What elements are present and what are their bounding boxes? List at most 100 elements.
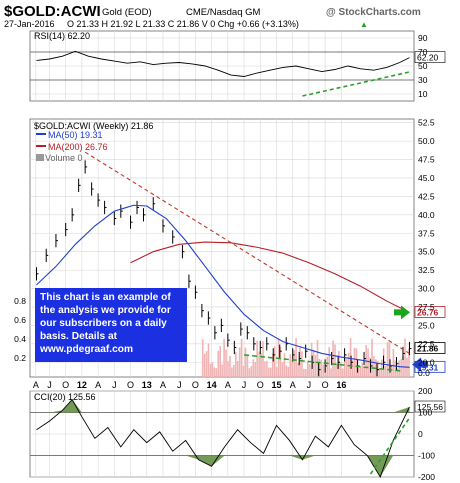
y-tick-label: 52.5 [418, 118, 435, 128]
y-tick-label: 37.5 [418, 228, 435, 238]
volume-bar [258, 351, 260, 377]
volume-bar [283, 353, 286, 377]
y-tick-label: -100 [418, 451, 435, 461]
x-tick-label: O [257, 380, 264, 390]
volume-bar [316, 339, 319, 377]
volume-bar [361, 362, 364, 377]
volume-bar [268, 367, 270, 377]
volume-bar [211, 362, 214, 377]
x-tick-label: A [95, 380, 101, 390]
y-tick-label: 45.0 [418, 173, 435, 183]
volume-bar [289, 354, 292, 377]
volume-tick-label: 0.4 [14, 334, 26, 344]
volume-legend-swatch [36, 154, 44, 161]
volume-bar [404, 338, 406, 377]
y-tick-label: 35.0 [418, 247, 435, 257]
cci-line [36, 398, 410, 479]
volume-bar [229, 355, 231, 377]
volume-bar [299, 347, 301, 377]
x-tick-label: J [47, 380, 52, 390]
x-tick-label: A [290, 380, 296, 390]
volume-bar [305, 368, 307, 377]
x-tick-label: 16 [336, 380, 346, 390]
x-tick-label: J [307, 380, 312, 390]
volume-bar [402, 355, 404, 377]
volume-bar [373, 356, 375, 377]
volume-bar [287, 366, 290, 377]
x-tick-label: O [62, 380, 69, 390]
y-tick-label: 40.0 [418, 210, 435, 220]
volume-bar [213, 367, 216, 377]
volume-bar [308, 364, 311, 377]
volume-bar [215, 368, 218, 377]
volume-bar [386, 342, 389, 377]
volume-bar [203, 353, 206, 377]
volume-bar [240, 338, 243, 377]
promo-note-line: our subscribers on a daily [40, 318, 167, 329]
volume-bar [248, 368, 251, 377]
volume-bar [342, 368, 344, 377]
y-tick-label: 10 [418, 89, 428, 99]
rsi-title: RSI(14) 62.20 [34, 31, 90, 41]
support-trendline [243, 354, 404, 372]
volume-bar [295, 338, 297, 377]
chart-date: 27-Jan-2016 [4, 19, 55, 29]
volume-bar [252, 359, 255, 377]
volume-bar [207, 343, 210, 377]
volume-bar [227, 361, 229, 377]
x-tick-label: 13 [142, 380, 152, 390]
y-tick-label: 0 [418, 429, 423, 439]
x-tick-label: O [192, 380, 199, 390]
promo-note-line: basis. Details at [40, 331, 118, 342]
volume-bar [336, 363, 338, 377]
y-tick-label: -200 [418, 472, 435, 482]
volume-tick-label: 0.8 [14, 296, 26, 306]
volume-bar [262, 341, 264, 377]
stockcharts-logo: @ StockCharts.com [326, 7, 421, 18]
x-tick-label: A [225, 380, 231, 390]
volume-bar [343, 357, 346, 377]
x-tick-label: A [33, 380, 39, 390]
volume-bar [338, 350, 340, 377]
volume-zero-label: 0.0 [418, 368, 430, 378]
cci-overbought-fill [36, 399, 410, 413]
volume-tick-label: 0.6 [14, 315, 26, 325]
volume-bar [238, 347, 241, 377]
volume-bar [353, 347, 356, 377]
volume-bar [340, 363, 342, 377]
volume-bar [326, 356, 329, 377]
ma50-legend: MA(50) 19.31 [48, 130, 103, 140]
chart-symbol: $GOLD:ACWI [4, 3, 101, 20]
volume-bar [236, 360, 239, 377]
volume-bar [322, 364, 325, 377]
volume-bar [400, 359, 402, 377]
axis-labels: A J O 12 A J O 13 A J O 14 A J O 15 A J O 16907050301020010… [14, 33, 435, 482]
volume-bar [297, 363, 299, 377]
volume-bar [281, 362, 284, 377]
y-tick-label: 90 [418, 33, 428, 43]
ma200-legend: MA(200) 26.76 [48, 142, 108, 152]
chart-ohlc: O 21.33 H 21.92 L 21.33 C 21.86 V 0 Chg … [67, 19, 299, 29]
current-value-badge [414, 400, 446, 413]
volume-legend: Volume 0 [45, 153, 83, 163]
volume-bar [408, 348, 410, 377]
y-tick-label: 50.0 [418, 136, 435, 146]
y-tick-label: 42.5 [418, 191, 435, 201]
volume-bar [285, 365, 288, 377]
volume-bar [219, 346, 222, 377]
x-tick-label: O [322, 380, 329, 390]
volume-bar [266, 360, 268, 377]
volume-bar [270, 367, 272, 377]
chart-name: Gold (EOD) [102, 7, 152, 18]
volume-bar [377, 361, 379, 377]
green-arrow-icon [394, 305, 410, 320]
cci-oversold-fill [36, 455, 410, 477]
volume-bar [314, 355, 317, 377]
volume-bar [217, 350, 220, 377]
cci-title: CCI(20) 125.56 [34, 392, 96, 402]
volume-bar [312, 349, 315, 377]
volume-bar [225, 349, 227, 377]
volume-bar [254, 362, 257, 377]
x-tick-label: J [242, 380, 247, 390]
